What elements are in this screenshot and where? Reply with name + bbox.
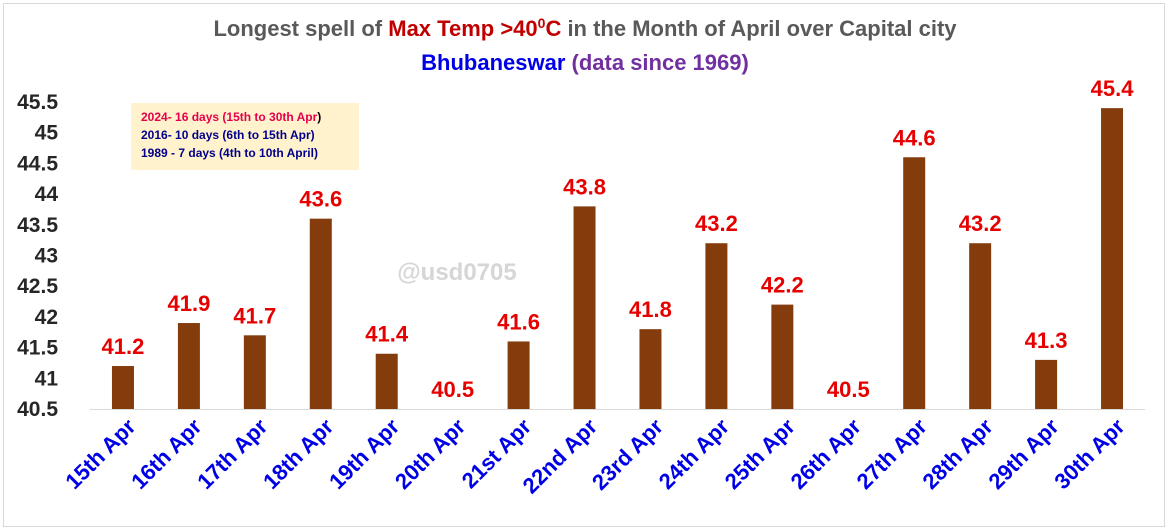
data-label: 41.6 bbox=[497, 309, 540, 334]
x-tick-label: 19th Apr bbox=[324, 414, 405, 495]
title-segment: Longest spell of bbox=[213, 16, 388, 41]
x-tick-label: 30th Apr bbox=[1049, 414, 1130, 495]
annotation-segment: 2024- 16 days (15th to 30th Apr bbox=[141, 110, 318, 124]
x-tick-label: 16th Apr bbox=[126, 414, 207, 495]
bar bbox=[243, 335, 266, 409]
y-tick-label: 44.5 bbox=[17, 152, 58, 175]
data-label: 40.5 bbox=[827, 377, 870, 402]
bar bbox=[1035, 359, 1058, 409]
bar bbox=[969, 243, 992, 409]
data-label: 43.2 bbox=[959, 211, 1002, 236]
x-tick-label: 15th Apr bbox=[60, 414, 141, 495]
bar bbox=[111, 366, 134, 409]
annotation-line: 2016- 10 days (6th to 15th Apr) bbox=[141, 128, 315, 142]
title-segment: C bbox=[545, 16, 561, 41]
subtitle-segment: ) bbox=[742, 50, 749, 75]
y-tick-label: 43 bbox=[35, 245, 58, 268]
subtitle-segment: data since 1969 bbox=[579, 50, 742, 75]
bar bbox=[771, 304, 794, 409]
y-tick-label: 45 bbox=[35, 122, 59, 145]
bar bbox=[507, 341, 530, 409]
bar bbox=[639, 329, 662, 409]
title-segment: Max Temp >40 bbox=[388, 16, 537, 41]
y-tick-label: 41 bbox=[35, 367, 59, 390]
x-tick-label: 25th Apr bbox=[720, 414, 801, 495]
title-segment: in the Month of April over Capital city bbox=[561, 16, 957, 41]
y-tick-label: 42 bbox=[35, 306, 58, 329]
annotation-segment: 2016- 10 days (6th to 15th Apr) bbox=[141, 128, 315, 142]
annotation-box: 2024- 16 days (15th to 30th Apr)2016- 10… bbox=[131, 103, 359, 170]
data-label: 41.4 bbox=[365, 322, 409, 347]
annotation-line: 2024- 16 days (15th to 30th Apr) bbox=[141, 110, 321, 124]
y-tick-label: 40.5 bbox=[17, 398, 58, 421]
bar bbox=[375, 353, 398, 409]
chart-subtitle: Bhubaneswar (data since 1969) bbox=[421, 50, 749, 75]
data-label: 41.7 bbox=[233, 303, 276, 328]
annotation-segment: 1989 - 7 days (4th to 10th April) bbox=[141, 146, 318, 160]
y-tick-label: 41.5 bbox=[17, 337, 58, 360]
bar bbox=[903, 157, 926, 409]
data-label: 41.2 bbox=[102, 334, 145, 359]
x-tick-label: 18th Apr bbox=[258, 414, 339, 495]
bar bbox=[1101, 108, 1124, 409]
data-label: 41.9 bbox=[167, 291, 210, 316]
subtitle-segment: Bhubaneswar bbox=[421, 50, 571, 75]
data-label: 43.2 bbox=[695, 211, 738, 236]
x-tick-label: 20th Apr bbox=[390, 414, 471, 495]
data-label: 44.6 bbox=[893, 125, 936, 150]
bar bbox=[177, 323, 200, 409]
data-label: 45.4 bbox=[1091, 76, 1135, 101]
data-label: 43.6 bbox=[299, 187, 342, 212]
x-tick-label: 29th Apr bbox=[983, 414, 1064, 495]
y-tick-label: 45.5 bbox=[17, 91, 58, 114]
bar bbox=[573, 206, 596, 409]
bar bbox=[705, 243, 728, 409]
annotation-segment: ) bbox=[317, 110, 321, 124]
bar bbox=[309, 218, 332, 409]
data-label: 42.2 bbox=[761, 273, 804, 298]
x-tick-label: 28th Apr bbox=[917, 414, 998, 495]
y-tick-label: 44 bbox=[35, 183, 59, 206]
data-label: 41.3 bbox=[1025, 328, 1068, 353]
chart-title: Longest spell of Max Temp >400C in the M… bbox=[213, 15, 957, 41]
chart-frame bbox=[3, 3, 1165, 527]
y-tick-label: 42.5 bbox=[17, 275, 58, 298]
data-label: 40.5 bbox=[431, 377, 474, 402]
x-tick-label: 17th Apr bbox=[192, 414, 273, 495]
x-tick-label: 27th Apr bbox=[852, 414, 933, 495]
annotation-line: 1989 - 7 days (4th to 10th April) bbox=[141, 146, 318, 160]
data-label: 41.8 bbox=[629, 297, 672, 322]
y-tick-label: 43.5 bbox=[17, 214, 58, 237]
annotation-box-background bbox=[131, 103, 359, 170]
watermark-text: @usd0705 bbox=[397, 259, 516, 286]
title-segment: 0 bbox=[538, 15, 546, 31]
subtitle-segment: ( bbox=[572, 50, 580, 75]
data-label: 43.8 bbox=[563, 174, 606, 199]
x-tick-label: 24th Apr bbox=[654, 414, 735, 495]
x-tick-label: 23rd Apr bbox=[587, 414, 668, 495]
x-tick-label: 26th Apr bbox=[786, 414, 867, 495]
